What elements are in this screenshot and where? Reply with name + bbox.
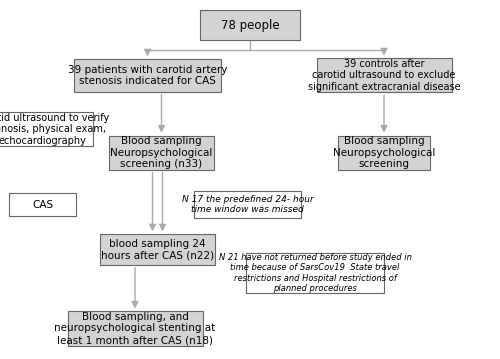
FancyBboxPatch shape bbox=[200, 10, 300, 40]
FancyBboxPatch shape bbox=[0, 112, 92, 146]
Text: blood sampling 24
hours after CAS (n22): blood sampling 24 hours after CAS (n22) bbox=[101, 239, 214, 260]
Text: N 17 the predefined 24- hour
time window was missed: N 17 the predefined 24- hour time window… bbox=[182, 195, 314, 214]
FancyBboxPatch shape bbox=[338, 136, 430, 170]
Text: 39 patients with carotid artery
stenosis indicated for CAS: 39 patients with carotid artery stenosis… bbox=[68, 65, 227, 86]
Text: Blood sampling, and
neuropsychological stenting at
least 1 month after CAS (n18): Blood sampling, and neuropsychological s… bbox=[54, 312, 216, 345]
Text: Carotid ultrasound to verify
diagnosis, physical exam,
echocardiography: Carotid ultrasound to verify diagnosis, … bbox=[0, 113, 110, 146]
FancyBboxPatch shape bbox=[246, 253, 384, 293]
Text: 78 people: 78 people bbox=[220, 19, 280, 32]
FancyBboxPatch shape bbox=[100, 234, 215, 265]
FancyBboxPatch shape bbox=[109, 136, 214, 170]
FancyBboxPatch shape bbox=[9, 193, 76, 216]
Text: CAS: CAS bbox=[32, 200, 53, 210]
Text: Blood sampling
Neuropsychological
screening (n33): Blood sampling Neuropsychological screen… bbox=[110, 136, 212, 169]
Text: Blood sampling
Neuropsychological
screening: Blood sampling Neuropsychological screen… bbox=[333, 136, 435, 169]
Text: 39 controls after
carotid ultrasound to exclude
significant extracranial disease: 39 controls after carotid ultrasound to … bbox=[308, 59, 460, 92]
FancyBboxPatch shape bbox=[194, 191, 301, 218]
FancyBboxPatch shape bbox=[74, 59, 221, 92]
FancyBboxPatch shape bbox=[68, 311, 202, 345]
Text: N 21 have not returned before study ended in
time because of SarsCov19  State tr: N 21 have not returned before study ende… bbox=[218, 253, 412, 293]
FancyBboxPatch shape bbox=[316, 58, 452, 92]
